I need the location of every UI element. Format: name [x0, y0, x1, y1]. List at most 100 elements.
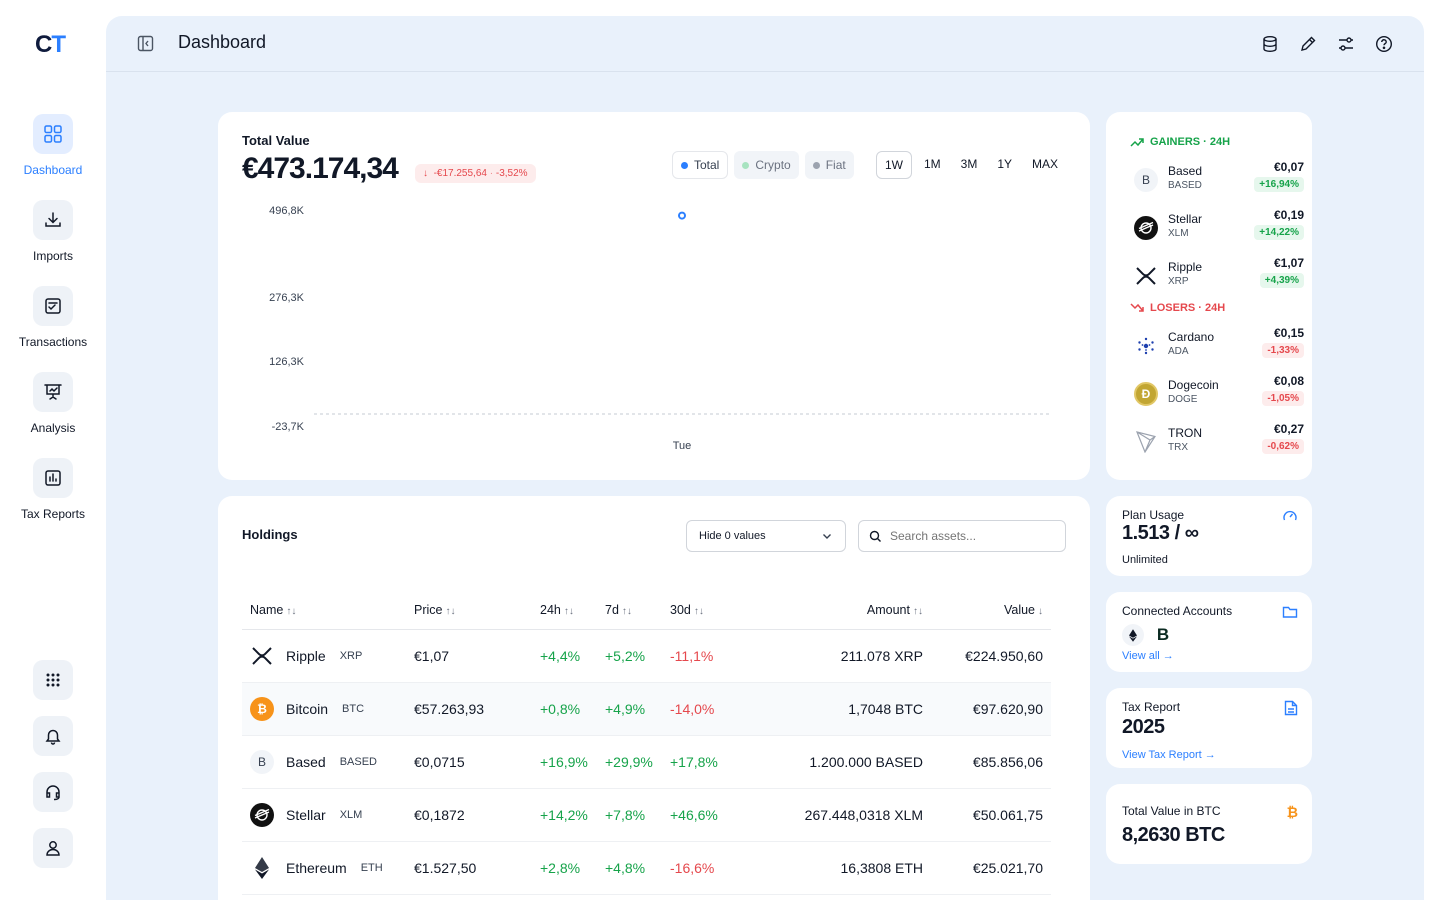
trend-up-icon [1130, 138, 1144, 147]
sort-icon: ↑↓ [563, 606, 574, 618]
range-1y[interactable]: 1Y [997, 157, 1013, 171]
hide-zero-select[interactable]: Hide 0 values [686, 520, 846, 552]
app-logo[interactable]: CT [35, 31, 66, 58]
filter-total[interactable]: Total [672, 151, 729, 179]
plan-usage-card: Plan Usage 1.513 / ∞ Unlimited [1106, 496, 1312, 576]
table-row[interactable]: ₿ Bitcoin BTC €57.263,93 +0,8% +4,9% -14,0… [242, 682, 1051, 736]
column-header-24h[interactable]: 24h ↑↓ [532, 592, 597, 630]
headset-icon [46, 785, 60, 801]
sidebar-item-label: Analysis [30, 421, 76, 435]
filter-fiat[interactable]: Fiat [804, 151, 854, 179]
based-icon: B [250, 749, 274, 774]
apps-button[interactable] [33, 660, 73, 700]
sidebar-item-dashboard[interactable]: Dashboard [0, 114, 106, 177]
plan-usage-label: Plan Usage [1122, 508, 1185, 522]
document-icon [1284, 700, 1298, 721]
sliders-icon[interactable] [1336, 34, 1356, 54]
tax-report-year: 2025 [1122, 716, 1165, 738]
bitcoin-icon: ₿ [1286, 804, 1298, 820]
column-header-amount[interactable]: Amount ↑↓ [742, 592, 931, 630]
gainers-heading: GAINERS · 24H [1130, 136, 1230, 148]
range-1w[interactable]: 1W [876, 151, 912, 179]
help-icon[interactable] [1374, 34, 1394, 54]
gainer-item[interactable]: B Based BASED €0,07 +16,94% [1134, 160, 1304, 200]
tax-report-card: Tax Report 2025 View Tax Report → [1106, 688, 1312, 768]
total-value-amount: €473.174,34 [242, 152, 399, 185]
search-input[interactable] [890, 529, 1050, 543]
loser-item[interactable]: TRON TRX €0,27 -0,62% [1134, 422, 1304, 462]
bitvavo-account-icon[interactable]: B [1156, 625, 1170, 644]
arrow-down-icon: ↓ [423, 168, 428, 179]
holdings-card: Holdings Hide 0 values Name↑↓ Price↑↓ 24… [218, 496, 1090, 900]
dot-icon [681, 161, 688, 169]
connected-accounts-card: Connected Accounts B View all → [1106, 592, 1312, 672]
loser-item[interactable]: Ð Dogecoin DOGE €0,08 -1,05% [1134, 374, 1304, 414]
holdings-table: Name ↑↓ Price ↑↓ 24h ↑↓ 7d ↑↓ 30d ↑↓ Amount ↑↓… [242, 592, 1051, 895]
total-value-label: Total Value [242, 133, 310, 148]
sidebar-item-analysis[interactable]: Analysis [0, 372, 106, 435]
trend-down-icon [1130, 303, 1144, 312]
bar-chart-icon [33, 458, 73, 498]
column-header-7d[interactable]: 7d ↑↓ [597, 592, 662, 630]
xrp-icon [1134, 264, 1158, 288]
table-row[interactable]: Ripple XRP €1,07 +4,4% +5,2% -11,1% 211.0… [242, 629, 1051, 683]
grid-icon [33, 114, 73, 154]
column-header-value[interactable]: Value ↓ [931, 592, 1051, 630]
xrp-icon [250, 644, 274, 668]
range-max[interactable]: MAX [1032, 157, 1059, 171]
trx-icon [1134, 430, 1158, 454]
holdings-title: Holdings [242, 527, 298, 542]
notifications-button[interactable] [33, 716, 73, 756]
losers-heading: LOSERS · 24H [1130, 302, 1225, 314]
pencil-icon[interactable] [1298, 34, 1318, 54]
eth-account-icon[interactable] [1122, 624, 1144, 646]
sidebar-item-label: Transactions [18, 335, 88, 349]
range-3m[interactable]: 3M [960, 157, 978, 171]
gainer-item[interactable]: Ripple XRP €1,07 +4,39% [1134, 256, 1304, 296]
top-bar: Dashboard [106, 16, 1424, 72]
view-all-accounts-link[interactable]: View all → [1122, 650, 1174, 662]
view-tax-report-link[interactable]: View Tax Report → [1122, 749, 1216, 761]
user-icon [46, 841, 60, 856]
based-icon: B [1134, 168, 1158, 192]
table-row[interactable]: B Based BASED €0,0715 +16,9% +29,9% +17,8%… [242, 735, 1051, 789]
sidebar-item-label: Dashboard [23, 163, 83, 177]
sort-icon: ↑↓ [445, 606, 456, 618]
support-button[interactable] [33, 772, 73, 812]
profile-button[interactable] [33, 828, 73, 868]
bell-icon [45, 729, 61, 745]
data-point[interactable] [678, 211, 686, 220]
column-header-price[interactable]: Price ↑↓ [406, 592, 532, 630]
xlm-icon [1134, 216, 1158, 240]
sort-icon: ↑↓ [913, 606, 923, 618]
search-icon [869, 530, 881, 542]
table-row[interactable]: Stellar XLM €0,1872 +14,2% +7,8% +46,6% 2… [242, 788, 1051, 842]
database-icon[interactable] [1260, 34, 1280, 54]
chevron-down-icon [823, 534, 831, 539]
sidebar-item-label: Imports [32, 249, 73, 263]
column-header-name[interactable]: Name ↑↓ [242, 592, 406, 630]
x-tick-label: Tue [673, 440, 692, 452]
folder-icon[interactable] [1282, 604, 1298, 625]
download-icon [33, 200, 73, 240]
column-header-30d[interactable]: 30d ↑↓ [662, 592, 742, 630]
filter-crypto[interactable]: Crypto [734, 151, 799, 179]
eth-icon [250, 856, 274, 880]
table-row[interactable]: Ethereum ETH €1.527,50 +2,8% +4,8% -16,6%… [242, 841, 1051, 895]
sidebar-item-imports[interactable]: Imports [0, 200, 106, 263]
xlm-icon [250, 802, 274, 827]
loser-item[interactable]: Cardano ADA €0,15 -1,33% [1134, 326, 1304, 366]
y-tick-label: 276,3K [269, 292, 305, 304]
ada-icon [1134, 334, 1158, 358]
gauge-icon [1282, 508, 1298, 529]
dot-icon [812, 161, 820, 169]
sidebar-item-tax-reports[interactable]: Tax Reports [0, 458, 106, 521]
sidebar-item-transactions[interactable]: Transactions [0, 286, 106, 349]
y-tick-label: -23,7K [272, 421, 305, 433]
gainer-item[interactable]: Stellar XLM €0,19 +14,22% [1134, 208, 1304, 248]
plan-usage-value: 1.513 / ∞ [1122, 522, 1199, 544]
page-title: Dashboard [178, 32, 267, 52]
range-1m[interactable]: 1M [924, 157, 941, 171]
btc-icon: ₿ [250, 696, 274, 721]
collapse-sidebar-icon[interactable] [137, 35, 154, 57]
